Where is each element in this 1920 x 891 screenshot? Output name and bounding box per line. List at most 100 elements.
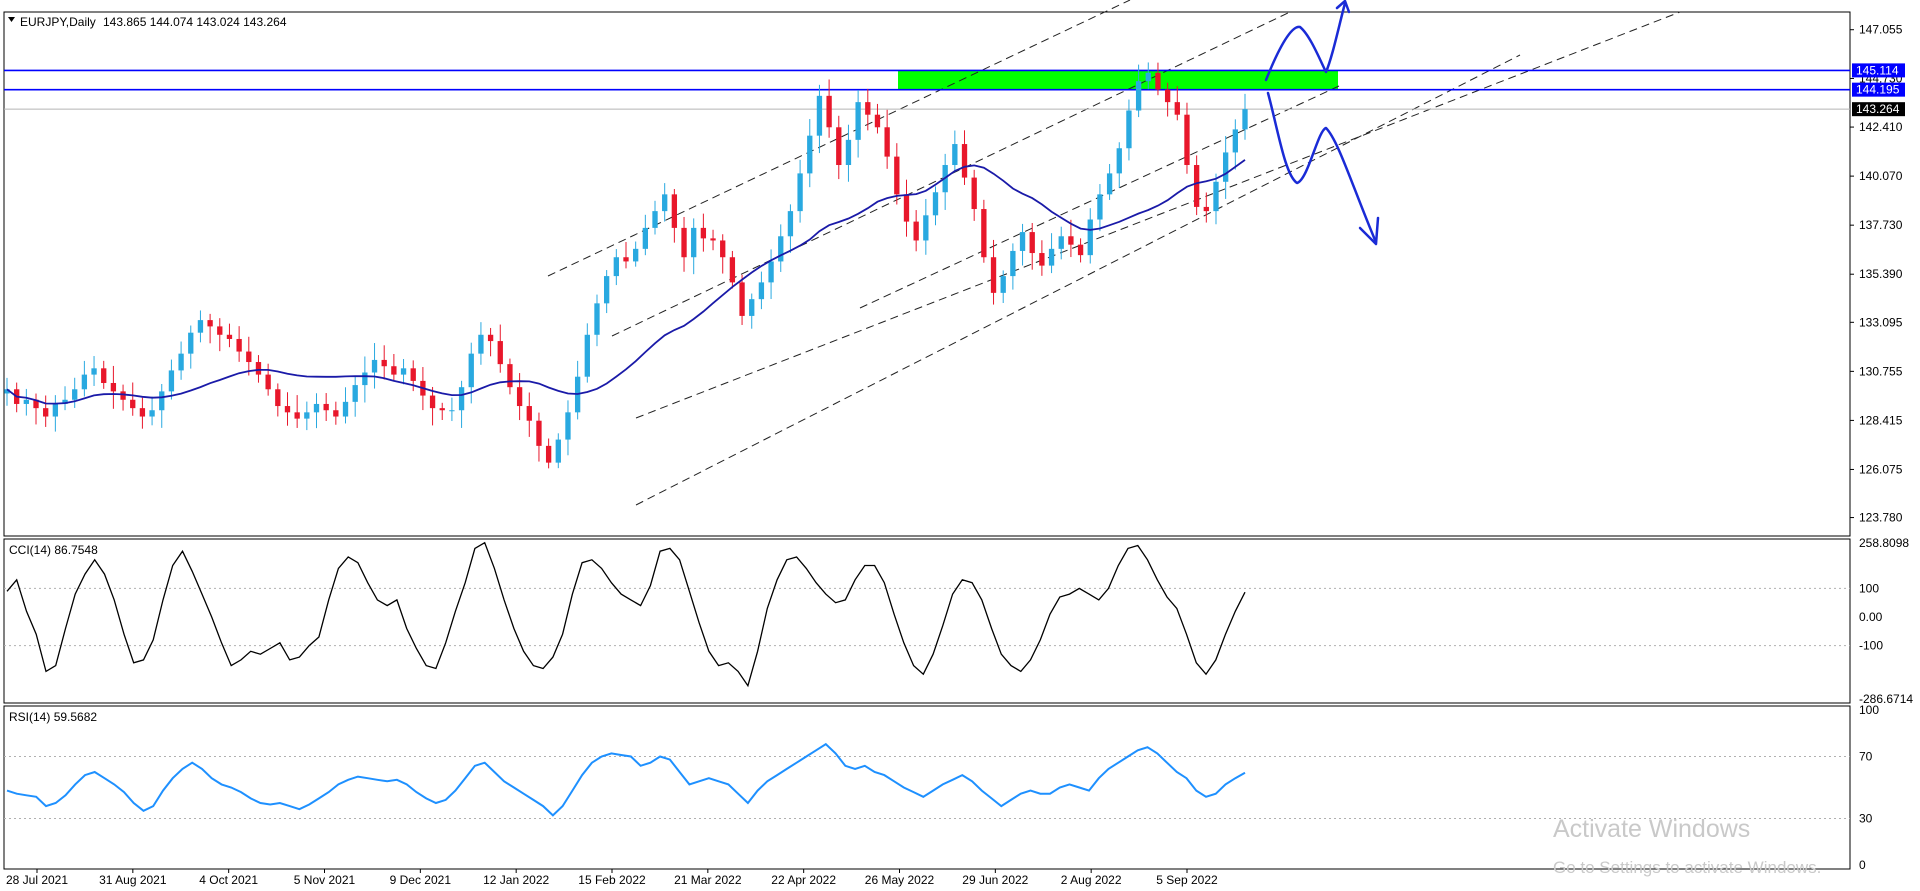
candle-body — [613, 257, 619, 277]
candle-body — [342, 401, 349, 417]
indicator-scale-label: 70 — [1859, 750, 1873, 764]
last-price-tag-bg — [1852, 102, 1905, 117]
candle-body — [865, 102, 871, 115]
candle-body — [816, 95, 823, 136]
candle-body — [362, 372, 368, 386]
bearish-arrowhead-icon — [1358, 216, 1380, 246]
rsi-line-group — [6, 742, 1246, 817]
candle-body — [439, 408, 445, 411]
candle-body — [662, 194, 668, 212]
price-tick-label: 137.730 — [1859, 218, 1903, 232]
candle-body — [1164, 89, 1171, 103]
last-price-tag-label: 143.264 — [1856, 102, 1900, 116]
candle-body — [555, 439, 561, 463]
candle-body — [603, 276, 610, 304]
time-axis: 28 Jul 2021 31 Aug 2021 4 Oct 2021 5 Nov 20… — [6, 869, 1218, 887]
price-panel: 147.055144.730142.410140.070137.730135.3… — [3, 0, 1905, 537]
cci-axis: 258.8098 100 0.00 -100 -286.6714 — [1859, 536, 1913, 706]
candle-body — [836, 127, 842, 166]
candle-body — [400, 368, 407, 375]
candle-body — [623, 257, 629, 262]
indicator-line — [6, 742, 1246, 817]
candle-body — [1213, 181, 1219, 212]
candle-body — [468, 353, 474, 388]
candle-body — [120, 391, 126, 400]
candle-body — [91, 368, 97, 375]
candle-body — [497, 341, 503, 365]
candle-body — [217, 326, 223, 335]
rsi-label: RSI(14) 59.5682 — [9, 710, 97, 724]
candle-body — [971, 177, 977, 210]
candle-body — [1068, 236, 1074, 245]
candle-body — [1155, 72, 1161, 90]
candle-body — [758, 282, 765, 300]
indicator-scale-label: 100 — [1859, 581, 1879, 595]
time-tick-label: 15 Feb 2022 — [578, 873, 646, 887]
indicator-scale-label: 258.8098 — [1859, 536, 1909, 550]
candle-body — [1097, 194, 1103, 220]
price-tick-label: 128.415 — [1859, 413, 1903, 427]
level-tag-label: 144.195 — [1856, 83, 1900, 97]
time-tick-label: 22 Apr 2022 — [771, 873, 836, 887]
candle-body — [845, 139, 852, 166]
candle-body — [1203, 206, 1209, 212]
candle-body — [778, 236, 784, 262]
candle-body — [371, 359, 378, 373]
price-tick-label: 142.410 — [1859, 120, 1903, 134]
price-axis: 147.055144.730142.410140.070137.730135.3… — [1850, 23, 1903, 525]
candle-body — [52, 403, 59, 417]
candle-body — [110, 382, 117, 392]
cci-label: CCI(14) 86.7548 — [9, 543, 98, 557]
watermark-subtitle: Go to Settings to activate Windows. — [1553, 858, 1822, 877]
collapse-triangle-icon[interactable] — [8, 17, 15, 22]
candle-body — [1019, 232, 1026, 251]
candle-body — [700, 227, 707, 239]
indicator-scale-label: 30 — [1859, 812, 1873, 826]
candle-body — [197, 320, 204, 333]
candle-body — [149, 410, 155, 417]
candle-body — [168, 370, 175, 392]
time-tick-label: 28 Jul 2021 — [6, 873, 68, 887]
candle-body — [516, 387, 523, 407]
candle-body — [691, 227, 697, 258]
candle-body — [33, 399, 39, 409]
channel-dashed-line — [635, 11, 1681, 419]
price-tick-label: 130.755 — [1859, 364, 1903, 378]
candle-body — [1077, 244, 1084, 256]
cci-panel: 258.8098 100 0.00 -100 -286.6714 CCI(14) 86.… — [3, 536, 1913, 706]
candle-body — [594, 303, 600, 335]
arrow-annotations — [1264, 0, 1380, 246]
price-tick-label: 133.095 — [1859, 315, 1903, 329]
candle-body — [81, 374, 88, 390]
time-tick-label: 29 Jun 2022 — [962, 873, 1028, 887]
candle-body — [23, 399, 30, 404]
candle-body — [207, 320, 213, 327]
candle-body — [884, 127, 890, 157]
candle-body — [739, 282, 745, 316]
candle-body — [1010, 250, 1016, 277]
candle-body — [1116, 148, 1122, 174]
candle-body — [333, 410, 339, 417]
candle-body — [932, 192, 939, 216]
candle-body — [1232, 129, 1238, 153]
price-axis-tags: 145.114 144.195 143.264 — [1852, 63, 1905, 117]
moving-average — [6, 159, 1246, 405]
candle-body — [313, 403, 320, 413]
candle-body — [565, 412, 571, 440]
candle-body — [458, 387, 465, 411]
bullish-path-arrow — [1264, 1, 1347, 82]
indicator-scale-label: 0 — [1859, 858, 1866, 872]
candle-body — [545, 445, 552, 463]
channel-dashed-line — [635, 54, 1521, 506]
candle-body — [642, 227, 649, 249]
candle-body — [1184, 114, 1190, 166]
candle-body — [130, 399, 136, 409]
candle-body — [255, 362, 262, 375]
candle-body — [391, 366, 397, 375]
rsi-axis: 100 70 30 0 — [1859, 703, 1879, 872]
price-panel-frame — [3, 11, 1851, 537]
candle-body — [1193, 165, 1200, 207]
candle-body — [139, 408, 146, 417]
rsi-panel: 100 70 30 0 RSI(14) 59.5682 — [3, 703, 1879, 872]
